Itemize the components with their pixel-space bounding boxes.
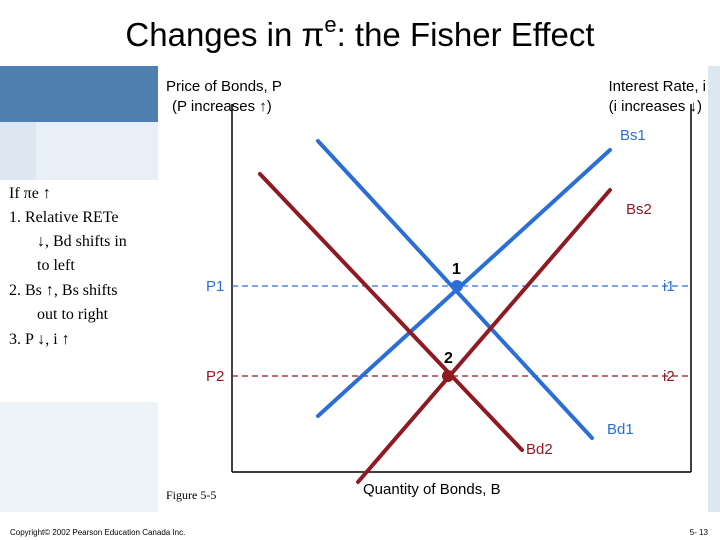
bullet-line-2: 1. Relative RETe bbox=[9, 209, 119, 226]
figure-label: Figure 5-5 bbox=[166, 488, 217, 502]
decor-panel-right bbox=[708, 66, 720, 512]
diagram-svg: Price of Bonds, P (P increases ↑) Intere… bbox=[166, 78, 706, 498]
bullet-line-6: out to right bbox=[37, 306, 109, 323]
equilibrium-point-1 bbox=[451, 280, 463, 292]
title-prefix: Changes in bbox=[125, 16, 302, 53]
bd2-label: Bd2 bbox=[526, 441, 553, 458]
bullet-line-3: ↓, Bd shifts in bbox=[37, 233, 127, 250]
bd2-curve bbox=[258, 172, 524, 452]
equilibrium-point-2 bbox=[442, 370, 454, 382]
title-suffix: : the Fisher Effect bbox=[336, 16, 595, 53]
point-2-label: 2 bbox=[444, 350, 453, 367]
fisher-effect-diagram: Price of Bonds, P (P increases ↑) Intere… bbox=[158, 66, 708, 512]
p2-label: P2 bbox=[206, 368, 224, 385]
bs1-curve bbox=[316, 148, 612, 418]
slide-footer: Copyright© 2002 Pearson Education Canada… bbox=[0, 512, 720, 540]
bd1-label: Bd1 bbox=[607, 421, 634, 438]
y-axis-left-title: Price of Bonds, P bbox=[166, 78, 282, 95]
bullet-line-7: 3. P ↓, i ↑ bbox=[9, 331, 70, 348]
bs2-curve bbox=[356, 188, 612, 484]
point-1-label: 1 bbox=[452, 261, 461, 278]
page-number: 5- 13 bbox=[689, 528, 708, 537]
copyright-text: Copyright© 2002 Pearson Education Canada… bbox=[10, 528, 186, 537]
bullet-line-4: to left bbox=[37, 257, 75, 274]
bs1-label: Bs1 bbox=[620, 127, 646, 144]
y-axis-right-sub: (i increases ↓) bbox=[609, 98, 702, 115]
i1-label: i1 bbox=[663, 278, 675, 295]
bullet-list: If πe ↑ 1. Relative RETe ↓, Bd shifts in… bbox=[0, 180, 160, 402]
bs2-label: Bs2 bbox=[626, 201, 652, 218]
title-pi: π bbox=[301, 16, 325, 53]
y-axis-right-title: Interest Rate, i bbox=[608, 78, 706, 95]
x-axis-title: Quantity of Bonds, B bbox=[363, 481, 501, 498]
title-sup: e bbox=[324, 12, 337, 37]
decor-panel-low bbox=[0, 402, 160, 512]
decor-panel-soft bbox=[36, 122, 160, 180]
bullet-line-5: 2. Bs ↑, Bs shifts bbox=[9, 282, 118, 299]
i2-label: i2 bbox=[663, 368, 675, 385]
slide-title: Changes in πe: the Fisher Effect bbox=[0, 2, 720, 54]
bullet-line-1: If πe ↑ bbox=[9, 185, 51, 202]
p1-label: P1 bbox=[206, 278, 224, 295]
y-axis-left-sub: (P increases ↑) bbox=[172, 98, 272, 115]
decor-panel-dark bbox=[0, 66, 160, 122]
